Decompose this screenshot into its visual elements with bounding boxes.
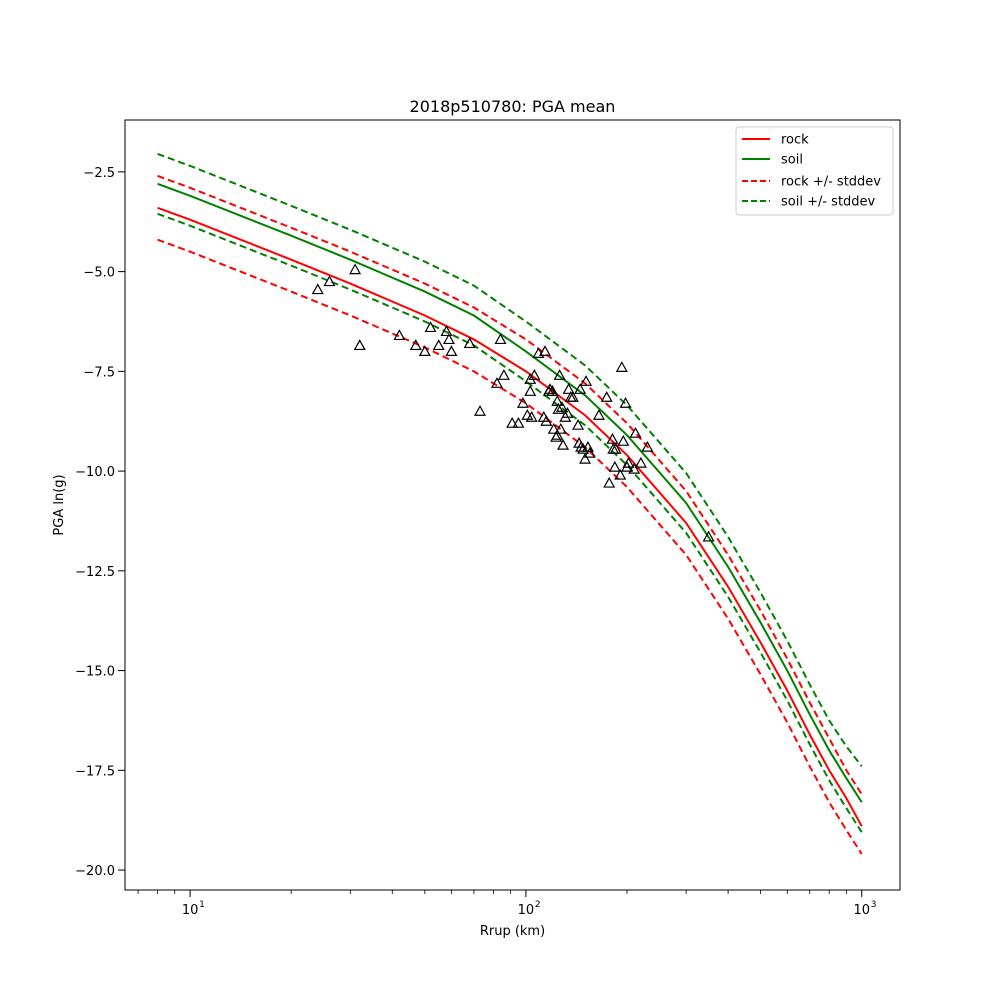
data-point	[525, 410, 538, 422]
y-tick-label: −7.5	[83, 365, 115, 380]
data-point	[619, 397, 632, 408]
data-point	[561, 407, 574, 418]
data-point	[393, 329, 406, 341]
data-point	[557, 438, 570, 450]
y-axis: −20.0 −17.5 −15.0 −12.5 −10.0 −7.5 −5.0 −2.5	[75, 166, 125, 879]
data-point	[583, 446, 596, 458]
data-point	[592, 408, 605, 420]
data-point	[440, 325, 453, 337]
x-tick-label: 10	[182, 903, 199, 918]
y-tick-label: −15.0	[75, 665, 115, 680]
data-point	[702, 530, 715, 542]
data-point	[609, 442, 622, 454]
legend: rock soil rock +/- stddev soil +/- stdde…	[735, 126, 894, 216]
legend-label-rock-stddev: rock +/- stddev	[781, 175, 881, 190]
data-point	[615, 361, 628, 372]
series-line-soil	[157, 182, 863, 803]
data-point	[608, 460, 621, 472]
data-point	[579, 452, 592, 464]
y-tick-label: −2.5	[83, 166, 115, 181]
y-tick-label: −10.0	[75, 465, 115, 480]
data-point	[516, 397, 529, 408]
data-point	[473, 405, 487, 416]
data-point	[540, 414, 553, 426]
data-point	[506, 416, 519, 428]
data-point	[539, 345, 552, 356]
data-point	[494, 333, 507, 345]
legend-box	[735, 126, 894, 216]
data-point	[445, 345, 458, 356]
data-point	[555, 401, 568, 412]
data-point	[409, 339, 422, 351]
legend-label-rock: rock	[781, 133, 809, 148]
data-point	[349, 263, 362, 275]
series-line-rock	[157, 206, 863, 827]
data-point	[579, 375, 593, 386]
x-tick-exponent: 1	[199, 900, 205, 910]
data-point	[622, 456, 635, 468]
data-point	[603, 476, 616, 488]
data-point	[575, 440, 588, 452]
data-point	[574, 383, 587, 394]
y-tick-label: −12.5	[75, 565, 115, 580]
x-axis-label: Rrup (km)	[480, 924, 545, 939]
data-point	[432, 339, 445, 351]
data-point	[641, 440, 654, 452]
data-point	[490, 377, 503, 388]
x-tick-label: 10	[518, 903, 535, 918]
data-point	[614, 468, 627, 480]
data-point	[572, 418, 585, 430]
data-point	[544, 383, 557, 394]
series-line-stddev-3	[157, 238, 863, 855]
x-tick-exponent: 2	[535, 900, 541, 910]
series-line-stddev-5	[157, 212, 863, 833]
data-point	[353, 339, 366, 351]
series-line-rock-stddev	[157, 174, 863, 795]
y-axis-label: PGA ln(g)	[52, 474, 67, 535]
legend-label-soil-stddev: soil +/- stddev	[781, 195, 876, 210]
data-point	[606, 432, 619, 444]
data-point	[418, 345, 431, 356]
legend-label-soil: soil	[781, 153, 803, 168]
data-point	[634, 456, 647, 468]
data-point	[553, 369, 566, 380]
data-point	[311, 283, 324, 295]
y-tick-label: −20.0	[75, 864, 115, 879]
x-tick-label: 10	[853, 903, 870, 918]
data-point	[577, 442, 590, 454]
data-point	[600, 391, 613, 402]
data-point	[628, 462, 641, 474]
plot-frame	[124, 119, 901, 891]
data-point	[629, 426, 642, 438]
data-point	[524, 385, 537, 396]
y-tick-label: −5.0	[83, 266, 115, 281]
y-tick-label: −17.5	[75, 764, 115, 779]
data-point	[552, 403, 565, 414]
x-tick-exponent: 3	[871, 900, 877, 910]
data-point	[547, 422, 560, 434]
data-point	[566, 391, 579, 402]
series-line-soil-stddev	[157, 152, 863, 767]
data-point	[463, 337, 476, 349]
data-point	[424, 321, 437, 333]
chart-title: 2018p510780: PGA mean	[410, 97, 616, 116]
data-point	[442, 333, 455, 345]
data-point	[562, 383, 575, 394]
data-point	[551, 428, 564, 440]
data-point	[554, 422, 567, 434]
data-point	[512, 416, 525, 428]
data-point	[546, 385, 559, 396]
x-axis: 10 1 10 2 10 3	[137, 890, 877, 918]
data-point	[323, 275, 336, 287]
data-point	[528, 369, 541, 380]
data-point	[617, 434, 630, 446]
plot-area	[157, 152, 863, 855]
data-point	[497, 369, 510, 380]
